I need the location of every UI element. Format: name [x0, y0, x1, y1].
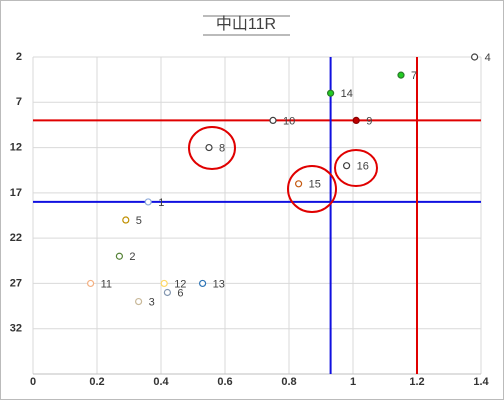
point-label: 5	[136, 215, 142, 227]
point-label: 9	[366, 115, 372, 127]
point	[160, 279, 168, 288]
y-tick-label: 17	[10, 187, 22, 199]
point	[397, 71, 405, 79]
point-label: 13	[213, 278, 225, 290]
y-tick-label: 22	[10, 232, 22, 244]
x-tick-label: 0.2	[89, 376, 104, 388]
x-tick-label: 1.2	[409, 376, 424, 388]
point	[269, 116, 277, 125]
x-tick-label: 0.8	[281, 376, 296, 388]
x-tick-label: 0.4	[153, 376, 169, 388]
point	[199, 279, 207, 288]
y-tick-label: 2	[16, 51, 22, 63]
point-label: 10	[283, 115, 295, 127]
point	[135, 297, 143, 306]
point-label: 2	[129, 251, 135, 263]
point-label: 16	[357, 161, 369, 173]
point-label: 12	[174, 278, 186, 290]
y-tick-label: 27	[10, 277, 22, 289]
point	[205, 143, 213, 152]
point-label: 3	[149, 296, 155, 308]
chart-title: 中山11R	[216, 15, 276, 33]
point	[343, 162, 351, 170]
y-tick-label: 12	[10, 141, 22, 153]
highlight-circle	[188, 126, 236, 170]
y-tick-label: 32	[10, 323, 22, 335]
point	[86, 279, 95, 288]
x-tick-label: 1	[350, 376, 356, 388]
x-tick-label: 1.4	[473, 376, 489, 388]
point-label: 8	[219, 142, 225, 154]
x-tick-label: 0	[30, 376, 36, 388]
point	[471, 53, 479, 61]
y-tick-label: 7	[16, 96, 22, 108]
point	[122, 216, 130, 224]
point	[144, 198, 152, 206]
point	[295, 180, 303, 188]
point-label: 7	[411, 70, 417, 82]
point-label: 15	[309, 179, 321, 191]
x-tick-label: 0.6	[217, 376, 232, 388]
point-label: 6	[177, 287, 183, 299]
point-label: 11	[101, 278, 112, 290]
highlight-circle	[287, 165, 337, 213]
point-label: 14	[341, 88, 353, 100]
point	[163, 288, 171, 297]
highlight-circle	[334, 149, 378, 187]
point	[352, 116, 360, 125]
point-label: 4	[485, 52, 491, 64]
point	[115, 252, 124, 260]
point	[327, 89, 335, 97]
point-label: 1	[158, 197, 164, 209]
